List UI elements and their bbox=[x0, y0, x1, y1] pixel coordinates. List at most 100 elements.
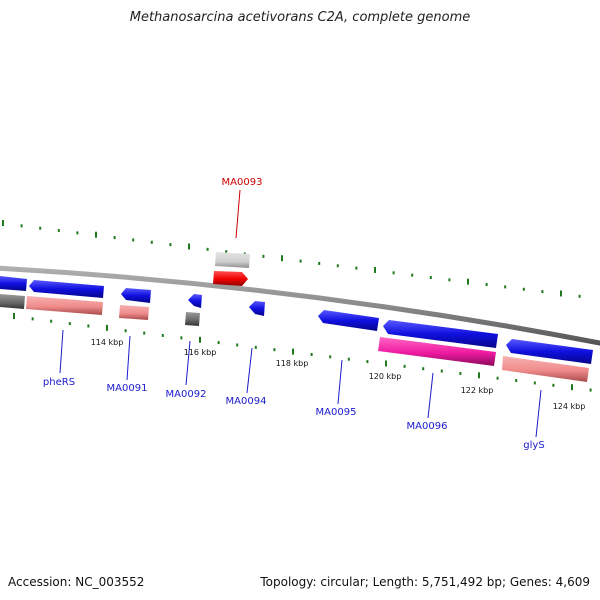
gene-label-ma0095[interactable]: MA0095 bbox=[316, 407, 357, 418]
inner-tick bbox=[50, 319, 53, 323]
inner-tick bbox=[515, 379, 518, 383]
gene-label-glys[interactable]: glyS bbox=[523, 440, 544, 451]
outer-tick bbox=[299, 259, 302, 263]
outer-tick-marks bbox=[2, 220, 581, 298]
inner-tick bbox=[13, 313, 15, 319]
outer-tick bbox=[467, 278, 469, 285]
leader-ma0092 bbox=[185, 340, 191, 386]
outer-tick bbox=[411, 273, 414, 277]
outer-tick bbox=[541, 290, 544, 294]
outer-tick bbox=[39, 226, 42, 230]
gene-label-phers[interactable]: pheRS bbox=[43, 377, 75, 388]
inner-tick bbox=[347, 357, 350, 361]
gene-arrow-ma0093[interactable] bbox=[213, 271, 248, 286]
inner-tick bbox=[124, 329, 127, 333]
gene-block-ma0096-magenta[interactable] bbox=[378, 337, 496, 366]
inner-tick bbox=[161, 333, 164, 337]
outer-tick bbox=[318, 261, 321, 265]
outer-tick bbox=[560, 290, 562, 297]
kbp-label-122: 122 kbp bbox=[461, 386, 494, 395]
gene-block-pseudo-left[interactable] bbox=[0, 294, 25, 309]
outer-tick bbox=[578, 294, 581, 298]
inner-tick bbox=[496, 376, 499, 380]
gene-arrow-ma0092[interactable] bbox=[188, 294, 202, 308]
kbp-label-124: 124 kbp bbox=[553, 402, 586, 411]
inner-tick bbox=[254, 345, 257, 349]
inner-tick bbox=[552, 383, 555, 387]
gene-arrow-glys[interactable] bbox=[506, 339, 593, 364]
inner-tick bbox=[310, 352, 313, 356]
gene-label-ma0092[interactable]: MA0092 bbox=[166, 389, 207, 400]
gene-block-phers-rna[interactable] bbox=[26, 296, 103, 315]
outer-tick bbox=[113, 236, 116, 240]
leader-ma0091 bbox=[126, 335, 131, 381]
outer-tick bbox=[355, 266, 358, 270]
leader-phers bbox=[59, 329, 64, 374]
map-title: Methanosarcina acetivorans C2A, complete… bbox=[129, 10, 471, 25]
gene-arrow-ma0095[interactable] bbox=[318, 310, 379, 331]
inner-tick bbox=[236, 343, 239, 347]
gene-block-ma0092[interactable] bbox=[185, 312, 200, 326]
inner-tick bbox=[403, 364, 406, 368]
inner-tick bbox=[143, 331, 146, 335]
inner-tick bbox=[292, 348, 294, 355]
gene-arrow-ma0091[interactable] bbox=[121, 288, 151, 303]
inner-tick bbox=[589, 388, 592, 392]
outer-tick bbox=[392, 271, 395, 275]
leader-ma0093 bbox=[235, 189, 241, 239]
kbp-label-120: 120 kbp bbox=[369, 372, 402, 381]
outer-tick bbox=[20, 224, 23, 228]
gene-label-ma0096[interactable]: MA0096 bbox=[407, 421, 448, 432]
inner-tick bbox=[68, 322, 71, 326]
inner-tick bbox=[199, 336, 201, 343]
gene-labels: pheRS MA0091 MA0092 MA0093 MA0094 MA0095… bbox=[43, 177, 545, 451]
inner-tick bbox=[571, 384, 573, 391]
gene-features bbox=[0, 252, 593, 382]
gene-arrow-edge-left[interactable] bbox=[0, 276, 27, 291]
leader-ma0095 bbox=[337, 359, 343, 405]
outer-tick bbox=[225, 250, 228, 254]
accession-text: Accession: NC_003552 bbox=[8, 575, 145, 589]
leader-glys bbox=[535, 389, 542, 438]
outer-tick bbox=[188, 243, 190, 250]
leader-ma0094 bbox=[246, 347, 253, 394]
outer-tick bbox=[150, 240, 153, 244]
gene-label-ma0091[interactable]: MA0091 bbox=[107, 383, 148, 394]
gene-block-ma0091-rna[interactable] bbox=[119, 305, 149, 320]
outer-tick bbox=[448, 278, 451, 282]
genome-summary-text: Topology: circular; Length: 5,751,492 bp… bbox=[260, 575, 590, 589]
inner-tick bbox=[217, 341, 220, 345]
outer-tick bbox=[76, 231, 79, 235]
inner-tick-marks bbox=[13, 313, 592, 392]
outer-tick bbox=[429, 276, 432, 280]
gene-arrow-ma0094[interactable] bbox=[249, 301, 265, 316]
inner-tick bbox=[329, 355, 332, 359]
gene-label-ma0093[interactable]: MA0093 bbox=[222, 177, 263, 188]
inner-tick bbox=[87, 324, 90, 328]
outer-tick bbox=[281, 255, 283, 262]
gene-arrow-ma0096[interactable] bbox=[383, 320, 498, 348]
inner-tick bbox=[31, 317, 34, 321]
gene-label-ma0094[interactable]: MA0094 bbox=[226, 396, 267, 407]
gene-arrow-phers[interactable] bbox=[29, 280, 104, 298]
inner-tick bbox=[385, 360, 387, 367]
inner-tick bbox=[106, 324, 108, 331]
gene-block-glys-rna[interactable] bbox=[502, 356, 589, 382]
outer-tick bbox=[169, 243, 172, 247]
label-leader-lines bbox=[59, 189, 542, 438]
genome-backbone bbox=[0, 265, 600, 346]
outer-tick bbox=[504, 285, 507, 289]
kbp-label-114: 114 kbp bbox=[91, 338, 124, 347]
outer-tick bbox=[336, 264, 339, 268]
outer-tick bbox=[95, 231, 97, 238]
kbp-label-118: 118 kbp bbox=[276, 359, 309, 368]
gene-block-ma0093-outer[interactable] bbox=[215, 252, 250, 268]
inner-tick bbox=[440, 369, 443, 373]
outer-tick bbox=[206, 247, 209, 251]
inner-tick bbox=[459, 371, 462, 375]
inner-tick bbox=[533, 381, 536, 385]
outer-tick bbox=[262, 254, 265, 258]
leader-ma0096 bbox=[427, 372, 434, 419]
